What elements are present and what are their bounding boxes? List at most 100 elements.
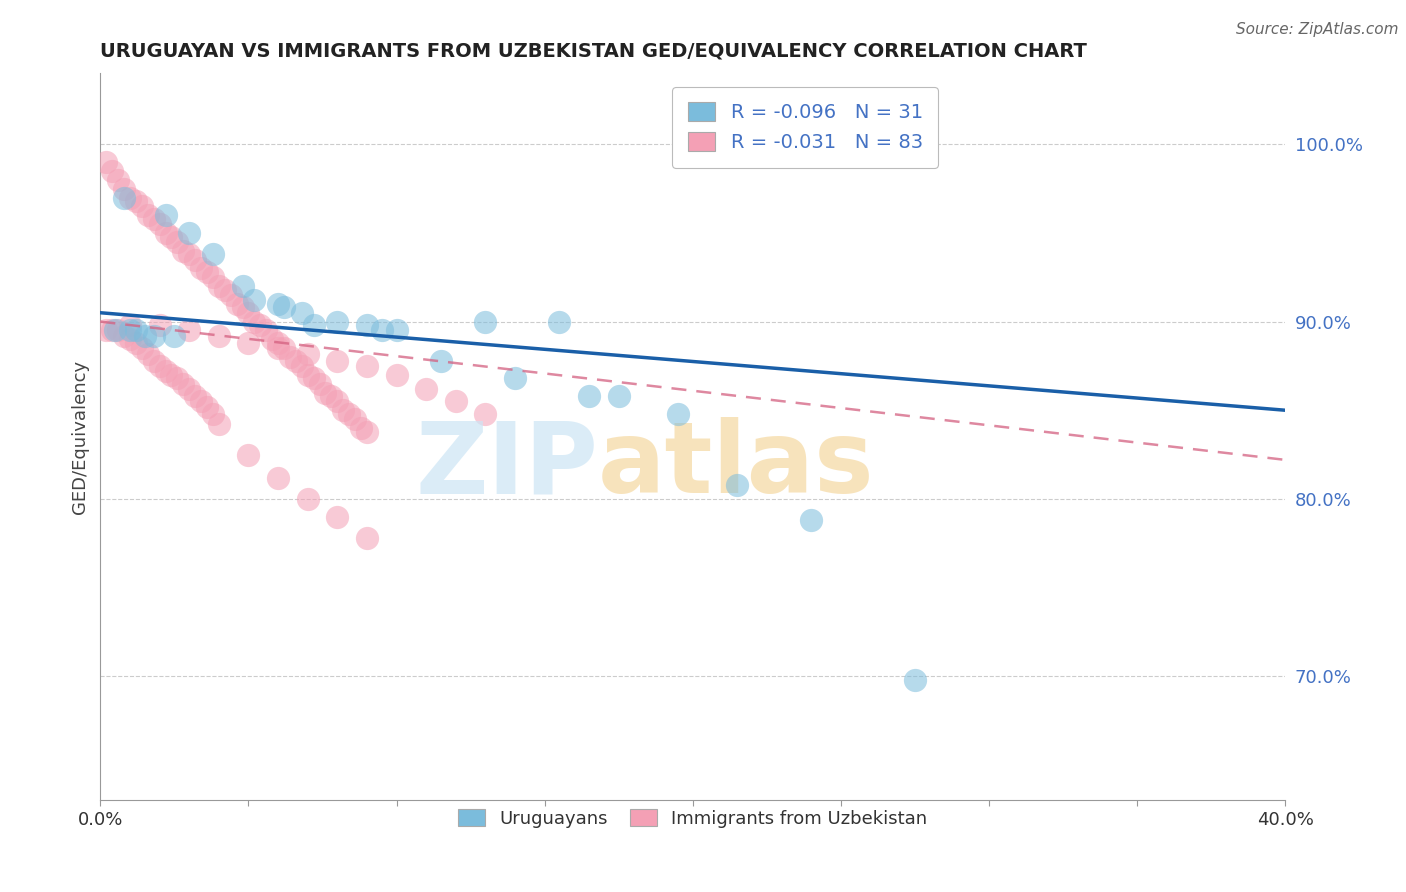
Point xyxy=(172,244,194,258)
Point xyxy=(371,323,394,337)
Point xyxy=(214,283,236,297)
Point xyxy=(238,335,260,350)
Text: atlas: atlas xyxy=(598,417,875,515)
Point xyxy=(179,382,201,396)
Point xyxy=(297,346,319,360)
Point xyxy=(474,407,496,421)
Point xyxy=(142,328,165,343)
Point xyxy=(350,421,373,435)
Point xyxy=(184,252,207,267)
Point xyxy=(125,323,148,337)
Text: Source: ZipAtlas.com: Source: ZipAtlas.com xyxy=(1236,22,1399,37)
Point xyxy=(321,389,343,403)
Point xyxy=(326,394,349,409)
Point xyxy=(238,448,260,462)
Legend: Uruguayans, Immigrants from Uzbekistan: Uruguayans, Immigrants from Uzbekistan xyxy=(451,802,935,835)
Point xyxy=(179,323,201,337)
Point xyxy=(118,318,141,333)
Point xyxy=(238,306,260,320)
Point xyxy=(267,297,290,311)
Point xyxy=(134,328,156,343)
Point xyxy=(231,301,253,315)
Point xyxy=(201,247,224,261)
Point xyxy=(243,315,266,329)
Point xyxy=(444,394,467,409)
Point xyxy=(101,323,124,337)
Point xyxy=(155,208,177,222)
Point xyxy=(356,531,378,545)
Point xyxy=(249,318,271,333)
Point xyxy=(503,371,526,385)
Point xyxy=(195,400,218,414)
Point xyxy=(308,376,330,391)
Point xyxy=(474,315,496,329)
Point xyxy=(607,389,630,403)
Point xyxy=(356,359,378,373)
Point xyxy=(225,297,247,311)
Point xyxy=(149,318,172,333)
Point xyxy=(184,389,207,403)
Point xyxy=(337,407,360,421)
Point xyxy=(107,323,129,337)
Point xyxy=(904,673,927,687)
Point xyxy=(208,328,231,343)
Point xyxy=(125,194,148,208)
Point xyxy=(302,318,325,333)
Point xyxy=(356,425,378,439)
Point xyxy=(96,323,118,337)
Point xyxy=(166,235,188,249)
Point xyxy=(273,301,295,315)
Point xyxy=(155,226,177,240)
Point xyxy=(314,385,336,400)
Point xyxy=(190,394,212,409)
Point xyxy=(278,350,301,364)
Point xyxy=(332,403,354,417)
Point xyxy=(112,328,135,343)
Point xyxy=(112,190,135,204)
Point xyxy=(149,217,172,231)
Point xyxy=(326,509,349,524)
Point xyxy=(548,315,571,329)
Point xyxy=(800,513,823,527)
Point xyxy=(344,412,367,426)
Point xyxy=(326,353,349,368)
Point xyxy=(201,407,224,421)
Point xyxy=(415,382,437,396)
Point xyxy=(302,371,325,385)
Point xyxy=(208,279,231,293)
Point xyxy=(385,368,408,382)
Point xyxy=(118,332,141,346)
Point xyxy=(356,318,378,333)
Point xyxy=(155,364,177,378)
Point xyxy=(118,323,141,337)
Point xyxy=(142,353,165,368)
Point xyxy=(166,371,188,385)
Point xyxy=(219,288,242,302)
Point xyxy=(149,359,172,373)
Point xyxy=(179,247,201,261)
Point xyxy=(160,368,183,382)
Text: ZIP: ZIP xyxy=(415,417,598,515)
Point xyxy=(96,155,118,169)
Point xyxy=(291,306,314,320)
Point xyxy=(385,323,408,337)
Point xyxy=(118,190,141,204)
Point xyxy=(578,389,600,403)
Point xyxy=(231,279,253,293)
Point xyxy=(666,407,689,421)
Point xyxy=(190,261,212,276)
Point xyxy=(172,376,194,391)
Point xyxy=(107,173,129,187)
Text: URUGUAYAN VS IMMIGRANTS FROM UZBEKISTAN GED/EQUIVALENCY CORRELATION CHART: URUGUAYAN VS IMMIGRANTS FROM UZBEKISTAN … xyxy=(100,42,1087,61)
Point xyxy=(273,341,295,355)
Point xyxy=(297,491,319,506)
Point xyxy=(136,208,159,222)
Y-axis label: GED/Equivalency: GED/Equivalency xyxy=(72,359,89,514)
Point xyxy=(112,181,135,195)
Point xyxy=(195,265,218,279)
Point xyxy=(291,359,314,373)
Point xyxy=(254,323,277,337)
Point xyxy=(136,346,159,360)
Point xyxy=(284,353,307,368)
Point xyxy=(267,341,290,355)
